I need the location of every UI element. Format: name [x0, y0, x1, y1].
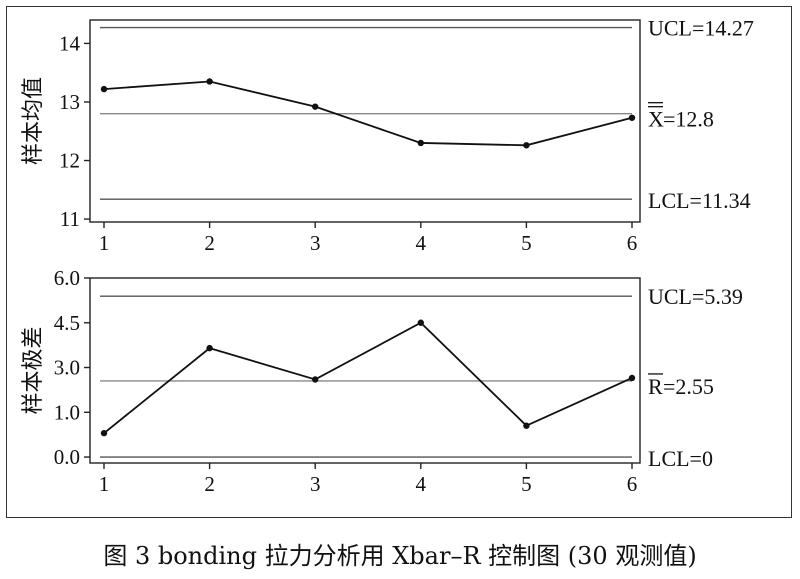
mean-series-line	[103, 80, 633, 147]
mean-data-point	[206, 78, 213, 85]
range-series-line	[103, 321, 633, 434]
mean-center-label-value: =12.8	[663, 107, 714, 132]
figure-caption: 图 3 bonding 拉力分析用 Xbar–R 控制图 (30 观测值)	[103, 542, 697, 570]
range-y-tick-label: 3.0	[54, 356, 80, 380]
range-lcl-label: LCL=0	[648, 446, 713, 471]
range-center-label-symbol: R	[648, 374, 663, 399]
range-data-point	[628, 374, 636, 382]
mean-x-tick-label: 6	[627, 231, 638, 255]
range-y-tick-label: 0.0	[54, 445, 80, 469]
mean-plot-frame	[89, 19, 641, 223]
range-data-point	[206, 344, 213, 352]
mean-lcl-label: LCL=11.34	[648, 188, 751, 213]
range-data-point	[523, 422, 530, 429]
mean-x-tick-label: 1	[99, 231, 110, 255]
chart-frame	[6, 6, 792, 518]
range-ucl-label: UCL=5.39	[648, 284, 743, 309]
range-x-tick-label: 5	[521, 472, 532, 496]
range-x-tick-label: 6	[627, 472, 638, 496]
mean-x-tick-label: 5	[521, 231, 532, 255]
mean-center-label-symbol: X	[648, 107, 664, 132]
mean-data-point	[312, 103, 319, 110]
range-x-tick-label: 4	[416, 472, 427, 496]
mean-x-tick-label: 2	[204, 231, 215, 255]
mean-ucl-label: UCL=14.27	[648, 16, 754, 41]
range-y-tick-label: 1.0	[54, 400, 80, 424]
mean-data-point	[100, 85, 108, 93]
mean-data-point	[417, 139, 424, 147]
mean-y-tick-label: 12	[59, 149, 80, 173]
range-x-tick-label: 1	[99, 472, 110, 496]
mean-y-tick-label: 13	[59, 90, 80, 114]
mean-y-tick-label: 14	[59, 31, 81, 55]
mean-x-tick-label: 4	[416, 231, 427, 255]
range-x-tick-label: 3	[310, 472, 321, 496]
range-data-point	[417, 319, 424, 326]
range-data-point	[100, 429, 108, 437]
range-y-tick-label: 6.0	[54, 266, 80, 290]
mean-data-point	[523, 142, 530, 149]
mean-x-tick-label: 3	[310, 231, 321, 255]
mean-y-axis-label: 样本均值	[21, 77, 46, 165]
range-y-axis-label: 样本极差	[21, 326, 46, 414]
mean-y-tick-label: 11	[60, 207, 80, 231]
range-plot-frame	[89, 277, 641, 464]
range-data-point	[312, 376, 319, 383]
range-x-tick-label: 2	[204, 472, 215, 496]
range-y-tick-label: 4.5	[54, 311, 80, 335]
range-center-label-value: =2.55	[663, 374, 714, 399]
mean-data-point	[628, 114, 636, 121]
